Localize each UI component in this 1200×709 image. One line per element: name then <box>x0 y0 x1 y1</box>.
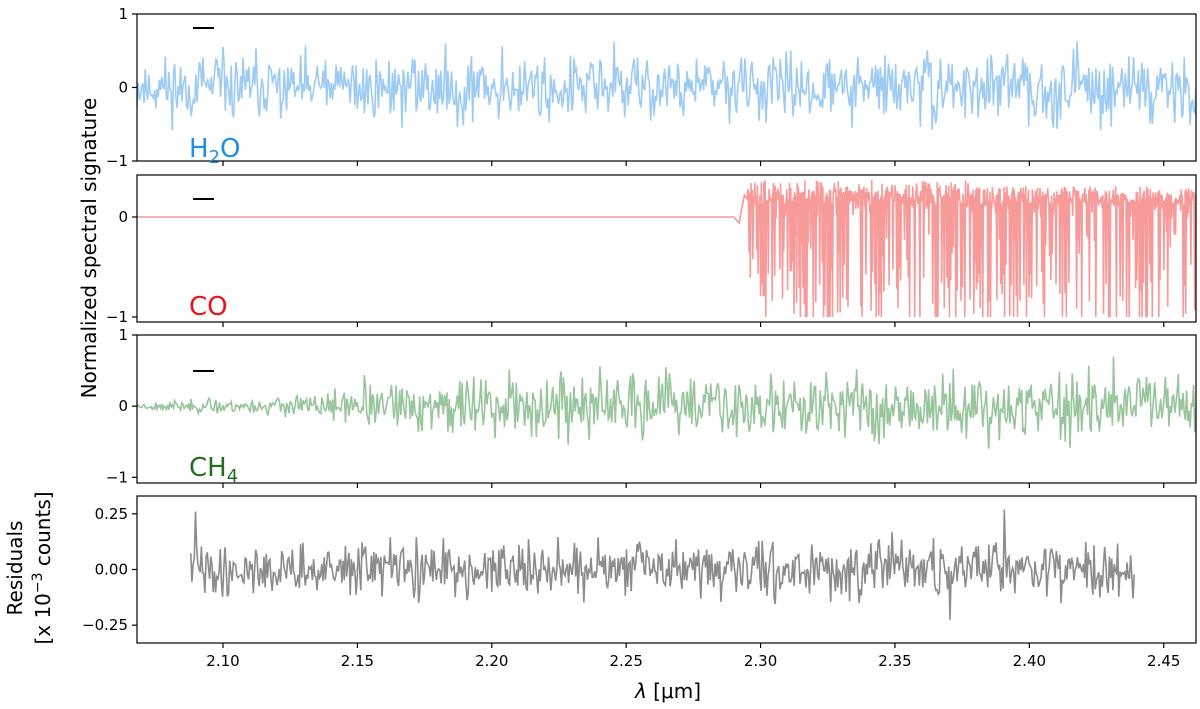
molecule-label-ch4: CH4 <box>189 453 238 487</box>
panels-group: −1 0 1 H2O −1 0 CO −1 0 1 CH4 −0.25 0.00 0.25 2.10 2.15… <box>82 5 1197 670</box>
x-axis-label: λ [μm] <box>634 679 701 703</box>
series-line-co <box>137 180 1196 318</box>
y-tick-label: −1 <box>106 468 128 486</box>
x-tick-label: 2.20 <box>475 652 508 670</box>
x-tick-label: 2.35 <box>878 652 911 670</box>
series-line-residuals <box>190 509 1135 620</box>
residuals-unit-exp: −3 <box>30 572 46 593</box>
y-tick-label: −1 <box>106 152 128 170</box>
molecule-label-main: H <box>189 134 209 164</box>
series-line-ch4 <box>137 356 1196 449</box>
y-tick-label: 0 <box>118 79 128 97</box>
panel-h2o: −1 0 1 H2O <box>106 5 1197 170</box>
y-axis-label-residuals-line1: Residuals <box>3 521 27 616</box>
y-tick-label: 1 <box>118 5 128 23</box>
x-tick-label: 2.25 <box>609 652 642 670</box>
residuals-unit-pre: [x 10 <box>31 593 55 644</box>
axes-frame-ch4 <box>136 334 1197 484</box>
molecule-label-co: CO <box>189 292 228 322</box>
y-tick-label: 0.00 <box>95 561 128 579</box>
panel-residuals: −0.25 0.00 0.25 2.10 2.15 2.20 2.25 2.30 2.35 2.4… <box>82 495 1197 670</box>
x-tick-label: 2.40 <box>1013 652 1046 670</box>
residuals-unit-post: counts] <box>31 491 55 572</box>
y-axis-label-residuals-line2: [x 10−3 counts] <box>30 491 55 644</box>
y-tick-label: 0 <box>118 208 128 226</box>
y-tick-label: −0.25 <box>82 616 128 634</box>
x-tick-label: 2.45 <box>1147 652 1180 670</box>
panel-ch4: −1 0 1 CH4 <box>106 326 1197 488</box>
y-tick-label: 0.25 <box>95 505 128 523</box>
series-line-h2o <box>137 41 1196 131</box>
axes-frame-co <box>136 174 1197 323</box>
molecule-label-h2o: H2O <box>189 134 240 168</box>
y-tick-label: 0 <box>118 397 128 415</box>
x-tick-label: 2.10 <box>206 652 239 670</box>
molecule-label-main: CH <box>189 453 227 483</box>
molecule-label-sub: 2 <box>209 147 220 168</box>
x-tick-label: 2.15 <box>341 652 374 670</box>
molecule-label-sub: 4 <box>227 466 238 487</box>
x-axis-unit: [μm] <box>647 679 701 703</box>
y-tick-label: −1 <box>106 308 128 326</box>
panel-co: −1 0 CO <box>106 174 1197 327</box>
x-axis-symbol: λ <box>634 679 647 703</box>
molecule-label-tail: O <box>220 134 240 164</box>
x-tick-label: 2.30 <box>744 652 777 670</box>
y-tick-label: 1 <box>118 326 128 344</box>
y-axis-label-main: Normalized spectral signature <box>77 98 101 399</box>
